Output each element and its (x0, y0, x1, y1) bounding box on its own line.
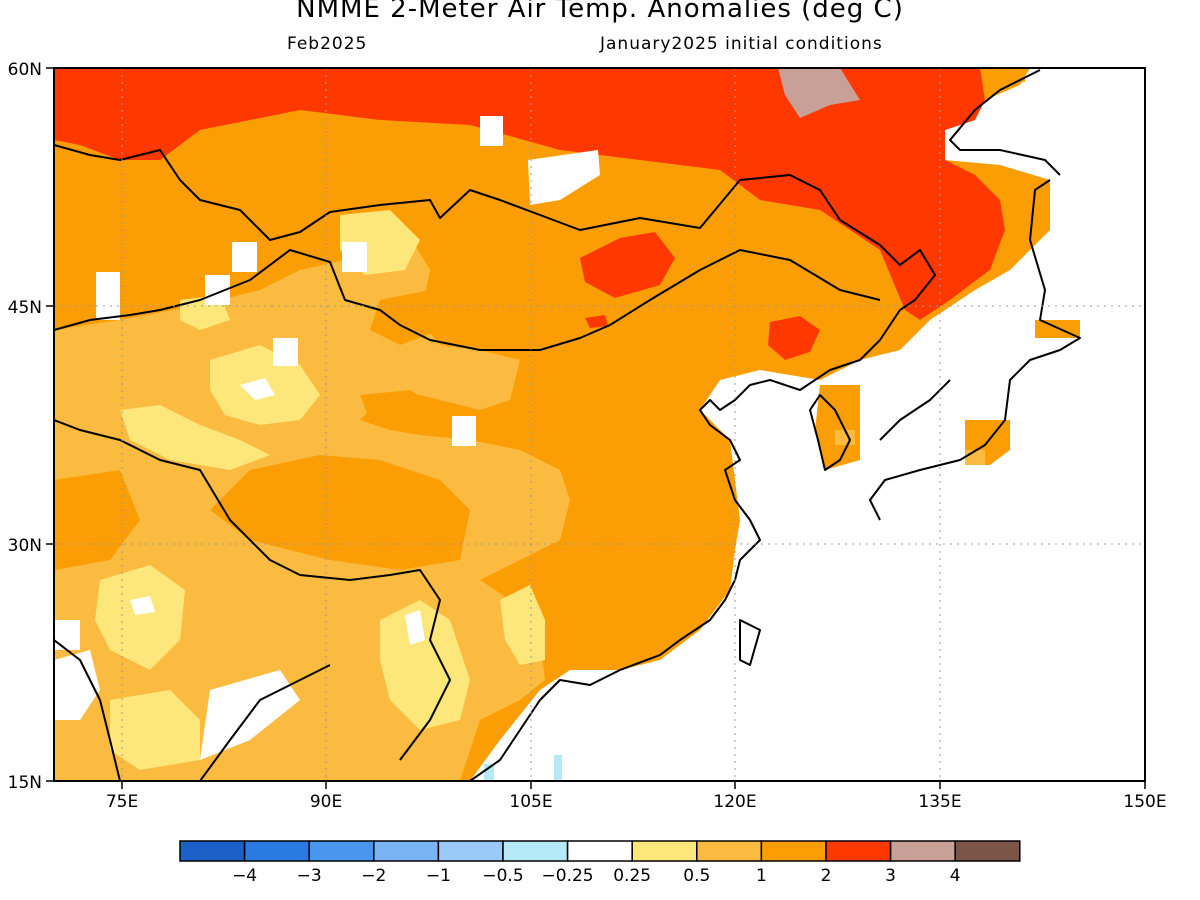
legend-tick-label: −4 (232, 866, 257, 886)
neutral-arabian-sea (54, 650, 100, 720)
lon-tick-label: 135E (918, 792, 961, 812)
anomaly-level-4-region (778, 68, 860, 118)
legend-color-swatch (179, 840, 246, 862)
legend-color-swatch (437, 840, 504, 862)
anomaly-level-3-spot-small (585, 315, 608, 328)
neutral-cell-small (205, 275, 230, 305)
legend-color-swatch (502, 840, 569, 862)
legend-tick-label: 1 (756, 866, 767, 886)
legend-color-swatch (760, 840, 827, 862)
legend-color-swatch (308, 840, 375, 862)
neutral-ocean-region (470, 68, 1145, 781)
legend-tick-label: 4 (950, 866, 961, 886)
neutral-cell-north (480, 116, 503, 146)
color-legend: −4 −3 −2 −1 −0.5 −0.25 0.25 0.5 1 2 3 4 (179, 840, 1021, 886)
legend-tick-label: 0.5 (683, 866, 710, 886)
japan-level-1-cell (965, 450, 985, 465)
anomaly-level-0.5-south-india (110, 690, 200, 770)
legend-color-swatch (566, 840, 633, 862)
map-frame (53, 67, 1146, 782)
neutral-cell-issyk (273, 338, 298, 366)
neutral-pocket-india (130, 596, 155, 615)
legend-tick-label: −1 (426, 866, 451, 886)
legend-tick-label: −0.5 (482, 866, 523, 886)
initial-conditions-label: January2025 initial conditions (600, 34, 883, 54)
anomaly-level-3-spot-mongolia (580, 232, 675, 298)
lon-tick-label: 105E (509, 792, 552, 812)
legend-color-swatch (825, 840, 892, 862)
neutral-cell-balkhash (96, 272, 120, 320)
lon-tick-label: 75E (106, 792, 138, 812)
legend-tick-label: 2 (821, 866, 832, 886)
legend-color-swatch (954, 840, 1021, 862)
anomaly-level-0.5-west-tibet (120, 405, 270, 470)
anomaly-level-3-region (54, 68, 1005, 320)
neutral-cell-qinghai (452, 416, 476, 446)
lon-tick-label: 120E (713, 792, 756, 812)
neutral-pocket-tarim (240, 378, 275, 400)
anomaly-level-2-island-north (370, 290, 440, 345)
legend-tick-label: −0.25 (542, 866, 594, 886)
lon-tick-labels: 75E 90E 105E 120E 135E 150E (106, 792, 1167, 812)
anomaly-field (54, 68, 1145, 781)
lon-tick-label: 90E (310, 792, 342, 812)
korea-anomaly-cells (815, 385, 860, 470)
neutral-cell-lake (342, 242, 367, 272)
coastlines-and-borders (54, 69, 1081, 781)
anomaly-level-minus0.25-cell-2 (554, 755, 562, 781)
neutral-pocket-myanmar (405, 610, 425, 645)
legend-color-swatch (696, 840, 763, 862)
neutral-cell-baikal (528, 150, 600, 205)
korea-level-1-cell (835, 430, 855, 445)
anomaly-level-2-island-south-tibet (210, 455, 470, 570)
legend-tick-label: 3 (885, 866, 896, 886)
legend-color-swatch (889, 840, 956, 862)
neutral-cell-zaysan (232, 242, 257, 272)
legend-tick-label: 0.25 (613, 866, 651, 886)
neutral-cell-west-coast (54, 620, 80, 650)
lat-tick-label: 60N (8, 60, 42, 80)
anomaly-level-0.5-myanmar (380, 600, 470, 730)
map-title: NMME 2-Meter Air Temp. Anomalies (deg C) (296, 0, 904, 24)
lat-tick-label: 45N (8, 298, 42, 318)
legend-tick-label: −2 (361, 866, 386, 886)
anomaly-level-3-spot-manchuria (768, 316, 820, 360)
legend-tick-label: −3 (297, 866, 322, 886)
lat-tick-label: 15N (8, 773, 42, 793)
anomaly-level-2-island-west (54, 470, 140, 570)
anomaly-level-0.5-india (95, 565, 185, 670)
legend-color-swatch (631, 840, 698, 862)
lat-tick-label: 30N (8, 536, 42, 556)
axis-ticks (46, 67, 1146, 789)
legend-color-swatch (373, 840, 440, 862)
lon-tick-label: 150E (1123, 792, 1166, 812)
okhotsk-anomaly-cells (980, 68, 1025, 82)
valid-month-label: Feb2025 (287, 34, 368, 54)
anomaly-level-0.5-yunnan (500, 585, 545, 665)
anomaly-level-2-island-center (360, 390, 440, 425)
legend-color-swatch (243, 840, 310, 862)
lat-tick-labels: 60N 45N 30N 15N (8, 60, 42, 793)
